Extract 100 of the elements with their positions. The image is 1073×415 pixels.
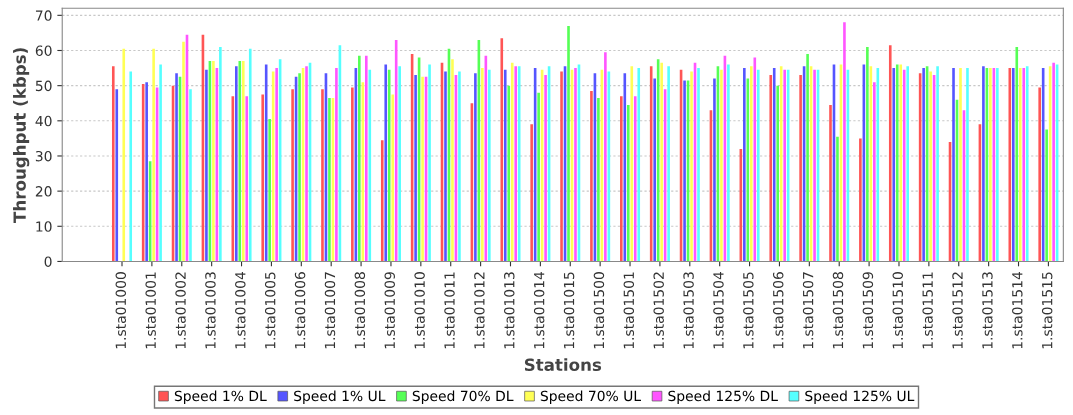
x-tick-label: 1.sta01009 bbox=[384, 272, 395, 349]
bar bbox=[633, 96, 637, 262]
bar bbox=[182, 41, 185, 262]
bar bbox=[159, 64, 162, 262]
legend-label: Speed 125% UL bbox=[805, 390, 915, 404]
bar bbox=[873, 82, 876, 262]
x-tick-label: 1.sta01008 bbox=[354, 272, 366, 349]
bar bbox=[989, 68, 992, 262]
bar bbox=[626, 104, 630, 262]
bar bbox=[966, 68, 969, 262]
bar bbox=[111, 66, 115, 262]
bar bbox=[799, 75, 802, 262]
legend-label: Speed 125% DL bbox=[668, 390, 778, 404]
bar bbox=[175, 73, 178, 262]
bar bbox=[649, 66, 653, 262]
bar bbox=[368, 69, 372, 262]
x-tick-label: 1.sta01514 bbox=[1012, 271, 1023, 349]
bar bbox=[1008, 68, 1012, 262]
bar bbox=[248, 48, 252, 262]
bar bbox=[843, 22, 846, 262]
bar bbox=[245, 96, 249, 262]
bar bbox=[391, 94, 395, 262]
bar bbox=[597, 97, 600, 262]
bar bbox=[414, 75, 417, 262]
bar bbox=[205, 69, 208, 262]
bar bbox=[398, 66, 401, 262]
y-tick-label: 50 bbox=[35, 80, 52, 92]
x-tick-label: 1.sta01006 bbox=[294, 272, 306, 349]
x-tick-label: 1.sta01001 bbox=[145, 272, 156, 349]
bar bbox=[859, 138, 862, 262]
y-tick-label: 60 bbox=[35, 45, 52, 56]
bar bbox=[189, 89, 192, 262]
y-tick-label: 0 bbox=[44, 256, 52, 267]
x-tick-label: 1.sta01013 bbox=[504, 272, 515, 349]
bar bbox=[637, 68, 641, 262]
x-tick-label: 1.sta01511 bbox=[922, 272, 933, 349]
bar bbox=[590, 90, 593, 262]
bar bbox=[1038, 87, 1041, 262]
bar bbox=[481, 68, 484, 262]
bar bbox=[892, 68, 896, 262]
x-tick-label: 1.sta01502 bbox=[653, 272, 664, 349]
x-tick-label: 1.sta01506 bbox=[772, 272, 784, 349]
x-tick-label: 1.sta01509 bbox=[862, 272, 874, 349]
x-tick-label: 1.sta01005 bbox=[264, 272, 276, 349]
bar bbox=[530, 124, 533, 262]
bar bbox=[444, 71, 447, 262]
bar bbox=[451, 59, 454, 262]
legend-label: Speed 1% DL bbox=[174, 390, 267, 404]
bar bbox=[115, 89, 119, 262]
bar bbox=[727, 64, 730, 262]
bar bbox=[219, 46, 222, 262]
x-tick-label: 1.sta01002 bbox=[175, 272, 186, 349]
x-tick-label: 1.sta01500 bbox=[593, 272, 605, 349]
bar bbox=[567, 25, 570, 262]
bar bbox=[458, 71, 461, 262]
bar bbox=[959, 68, 962, 262]
bar bbox=[690, 71, 693, 262]
x-tick-label: 1.sta01011 bbox=[444, 272, 455, 349]
bar bbox=[1015, 46, 1019, 262]
bar bbox=[783, 69, 786, 262]
bar bbox=[212, 61, 215, 262]
bar bbox=[982, 66, 985, 262]
bar bbox=[888, 45, 892, 262]
bar bbox=[503, 69, 507, 262]
bar bbox=[351, 87, 354, 262]
x-tick-label: 1.sta01512 bbox=[952, 272, 963, 349]
bar bbox=[929, 71, 932, 262]
x-tick-label: 1.sta01504 bbox=[713, 271, 724, 349]
bar bbox=[922, 68, 925, 262]
bar bbox=[743, 68, 746, 262]
bar bbox=[145, 82, 148, 262]
x-tick-label: 1.sta01503 bbox=[683, 272, 694, 349]
y-tick-label: 10 bbox=[36, 221, 52, 232]
bar bbox=[261, 94, 265, 262]
bar bbox=[421, 76, 424, 262]
bar bbox=[510, 62, 514, 262]
bar bbox=[604, 52, 607, 262]
bar bbox=[769, 75, 773, 262]
bar bbox=[358, 55, 361, 262]
x-tick-label: 1.sta01501 bbox=[623, 272, 635, 349]
bar bbox=[660, 62, 663, 262]
bar bbox=[305, 66, 308, 262]
x-tick-label: 1.sta01513 bbox=[982, 272, 993, 349]
bar bbox=[697, 68, 700, 262]
bar bbox=[1018, 68, 1022, 262]
bar bbox=[275, 68, 278, 262]
bar bbox=[1045, 129, 1048, 262]
bar bbox=[683, 80, 686, 262]
bar bbox=[713, 78, 716, 262]
x-tick-label: 1.sta01507 bbox=[802, 272, 814, 349]
bar bbox=[507, 85, 511, 262]
bar bbox=[544, 75, 547, 262]
x-tick-label: 1.sta01510 bbox=[892, 272, 904, 349]
bar bbox=[1052, 62, 1055, 262]
y-tick-label: 40 bbox=[35, 115, 52, 127]
x-tick-label: 1.sta01508 bbox=[832, 272, 844, 349]
bar bbox=[321, 89, 324, 262]
bar bbox=[387, 69, 391, 262]
bar bbox=[335, 68, 338, 262]
bar bbox=[936, 66, 939, 262]
